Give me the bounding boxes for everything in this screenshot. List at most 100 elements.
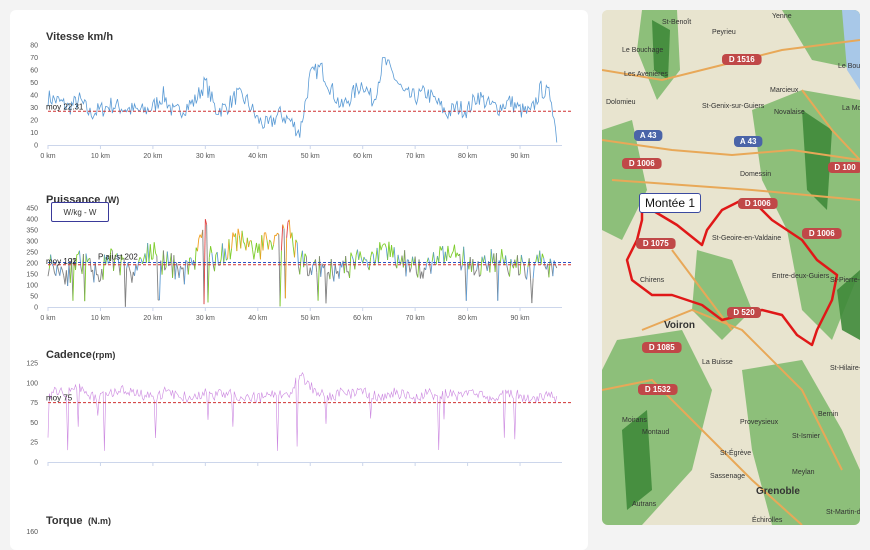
place-label: Montaud [642,429,669,436]
power-segment [426,262,427,269]
power-segment [195,248,196,270]
power-segment [409,260,410,272]
power-segment [217,252,218,265]
power-segment [481,257,482,275]
power-segment [128,263,129,269]
y-tick-label: 200 [26,261,38,268]
x-tick-label: 30 km [196,315,215,322]
power-segment [61,267,62,271]
y-tick-label: 0 [34,143,38,150]
power-segment [372,252,373,254]
place-label: Meylan [792,469,815,476]
x-tick-label: 90 km [511,315,530,322]
power-segment [167,251,168,266]
y-tick-label: 50 [30,294,38,301]
power-segment [225,248,226,260]
climb-popup[interactable]: Montée 1 [639,193,701,213]
power-segment [452,251,453,254]
power-segment [137,263,138,271]
y-tick-label: 40 [30,93,38,100]
power-segment [129,268,130,273]
power-segment [448,246,449,256]
units-toggle-button[interactable]: W/kg - W [51,202,109,222]
power-segment [142,259,143,264]
power-segment [306,256,307,275]
power-segment [242,231,243,242]
y-tick-label: 125 [26,361,38,368]
power-segment [423,268,424,279]
power-segment [517,255,518,275]
x-tick-label: 60 km [353,315,372,322]
power-segment [381,246,382,251]
power-segment [295,240,296,258]
power-segment [315,259,316,272]
place-label: St-Égrève [720,448,751,457]
power-segment [411,257,412,268]
power-segment [180,266,181,269]
power-segment [319,256,320,276]
power-segment [532,278,533,303]
power-segment [334,264,335,282]
power-segment [478,261,479,276]
chart-title: Cadence [46,349,92,361]
power-segment [48,269,49,277]
y-tick-label: 80 [30,43,38,50]
power-segment [266,233,267,240]
power-segment [541,254,542,265]
power-segment [271,242,272,250]
power-segment [524,264,525,277]
power-segment [443,246,444,264]
power-segment [364,257,365,260]
power-segment [263,233,264,251]
power-segment [140,257,141,258]
power-segment [382,244,383,246]
y-tick-label: 100 [26,283,38,290]
power-segment [473,259,474,275]
power-segment [87,259,88,262]
power-segment [549,259,550,278]
power-segment [204,219,205,304]
x-tick-label: 90 km [511,153,530,160]
power-segment [211,246,212,253]
power-segment [232,233,233,249]
power-segment [289,220,290,239]
power-segment [436,256,437,265]
power-segment [177,263,178,270]
power-segment [542,254,543,258]
x-tick-label: 0 km [40,315,55,322]
power-segment [431,261,432,273]
power-segment [511,259,512,265]
power-segment [207,225,208,303]
place-label: La Motte-Servolex [842,105,860,112]
power-segment [369,258,370,270]
place-label: Entre-deux-Guiers [772,273,830,280]
power-segment [98,275,99,282]
place-label: Bernin [818,411,838,418]
power-segment [125,268,126,307]
power-segment [475,270,476,273]
place-label: St-Pierre-d'Entremont [830,277,860,284]
x-tick-label: 30 km [196,153,215,160]
power-segment [321,264,322,277]
place-label: La Buisse [702,359,733,366]
chart-title: Torque [46,515,82,527]
power-segment [352,256,353,260]
power-segment [498,260,499,300]
power-segment [350,253,351,278]
road-label: D 1532 [645,385,671,394]
y-tick-label: 450 [26,206,38,213]
place-label: Les Avenières [624,71,668,78]
power-segment [385,244,386,248]
power-adjusted-label: P ajust 202 [98,253,138,262]
place-label: Peyrieu [712,29,736,36]
power-segment [243,242,244,244]
power-segment [346,256,347,272]
place-label: St-Ismier [792,433,821,440]
y-tick-label: 75 [30,400,38,407]
power-segment [371,252,372,258]
power-segment [60,267,61,276]
y-tick-label: 250 [26,250,38,257]
